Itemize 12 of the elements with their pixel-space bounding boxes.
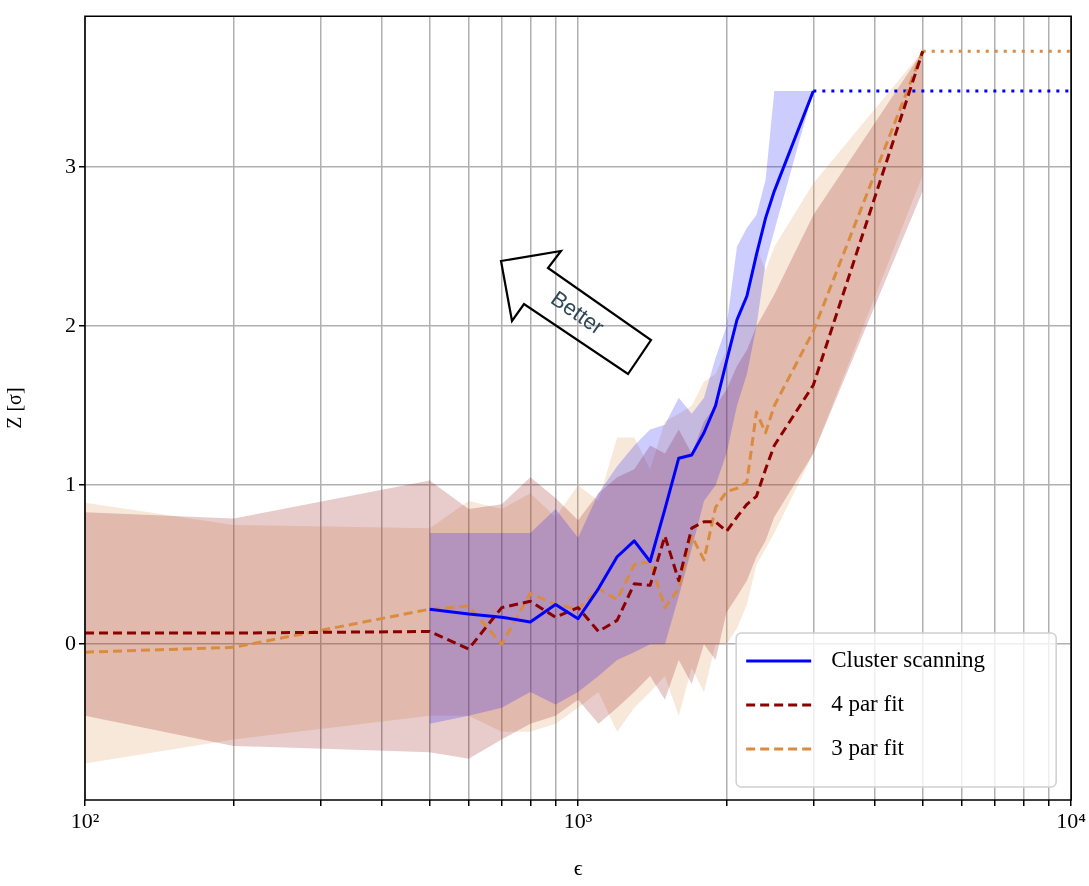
x-axis-title: ϵ — [573, 854, 583, 880]
y-tick-label: 2 — [65, 312, 76, 337]
x-tick-label: 10⁴ — [1056, 807, 1087, 833]
legend-label: 4 par fit — [831, 691, 905, 717]
x-tick-label: 10² — [70, 807, 100, 833]
y-axis-title: Z [σ] — [3, 387, 26, 429]
y-tick-label: 3 — [65, 153, 76, 179]
legend-label: 3 par fit — [831, 735, 905, 761]
x-tick-label: 10³ — [563, 807, 593, 833]
y-tick-label: 1 — [65, 470, 76, 496]
legend-label: Cluster scanning — [831, 647, 986, 673]
y-tick-label: 0 — [65, 629, 76, 655]
